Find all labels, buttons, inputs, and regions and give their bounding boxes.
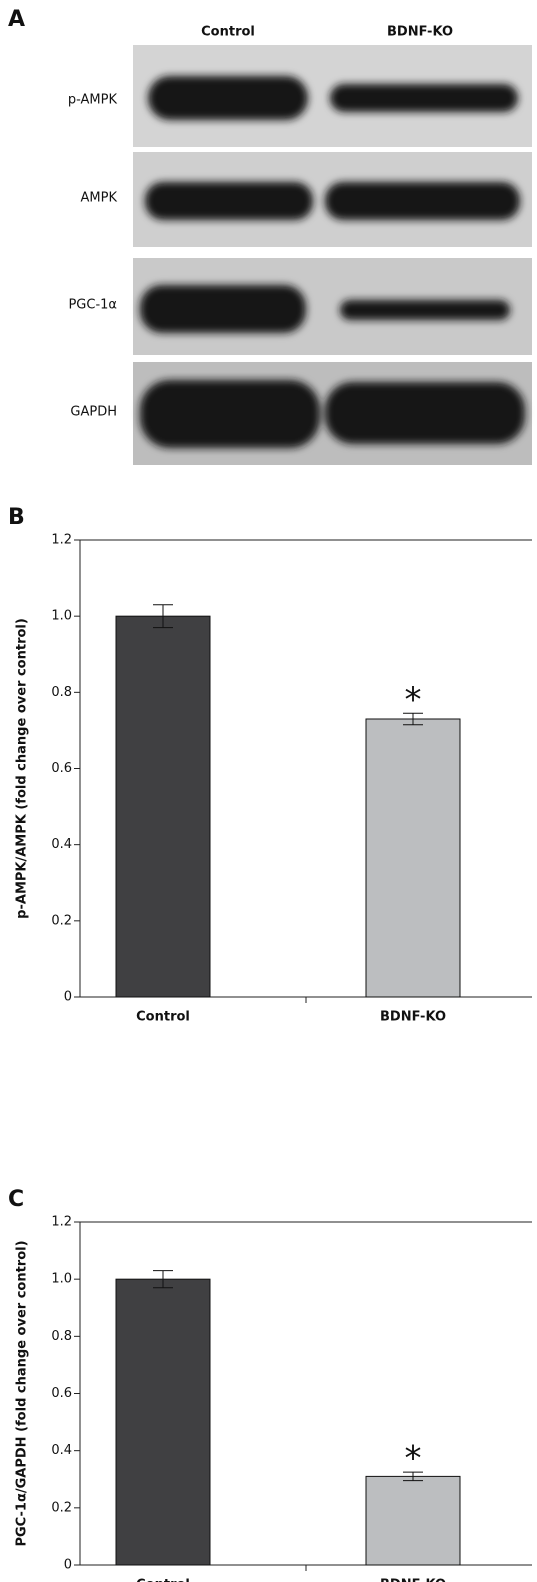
y-tick-label: 0.8 xyxy=(51,1329,72,1344)
row-label: p-AMPK xyxy=(68,93,118,108)
y-tick-label: 0 xyxy=(64,1558,72,1573)
blot xyxy=(133,45,532,465)
bar xyxy=(366,1476,460,1565)
bar xyxy=(116,1279,210,1565)
significance-mark: * xyxy=(405,1439,422,1479)
y-axis-label: PGC-1α/GAPDH (fold change over control) xyxy=(15,1240,30,1546)
panel-label: C xyxy=(8,1187,24,1212)
row-label: AMPK xyxy=(81,191,118,206)
x-tick-label: BDNF-KO xyxy=(380,1578,446,1582)
panel-label: A xyxy=(8,7,25,32)
y-tick-label: 0.2 xyxy=(51,913,72,928)
y-tick-label: 0 xyxy=(64,990,72,1005)
y-tick-label: 0.2 xyxy=(51,1500,72,1515)
y-tick-label: 0.8 xyxy=(51,685,72,700)
bar xyxy=(116,616,210,997)
bar xyxy=(366,719,460,997)
figure: A Control BDNF-KO p-AMPK AMPK PGC-1α GAP… xyxy=(0,0,537,1582)
x-tick-label: Control xyxy=(136,1578,190,1582)
column-label: Control xyxy=(201,25,255,40)
y-tick-label: 1.0 xyxy=(51,609,72,624)
panel-label: B xyxy=(8,505,25,530)
significance-mark: * xyxy=(405,680,422,720)
row-label: GAPDH xyxy=(70,405,117,420)
x-tick-label: Control xyxy=(136,1010,190,1025)
y-tick-label: 1.2 xyxy=(51,533,72,548)
y-tick-label: 1.0 xyxy=(51,1272,72,1287)
y-tick-label: 1.2 xyxy=(51,1215,72,1230)
y-tick-label: 0.4 xyxy=(51,1443,72,1458)
y-tick-label: 0.4 xyxy=(51,837,72,852)
y-tick-label: 0.6 xyxy=(51,1386,72,1401)
column-label: BDNF-KO xyxy=(387,25,453,40)
y-tick-label: 0.6 xyxy=(51,761,72,776)
y-axis-label: p-AMPK/AMPK (fold change over control) xyxy=(15,618,30,919)
row-label: PGC-1α xyxy=(68,298,117,313)
x-tick-label: BDNF-KO xyxy=(380,1010,446,1025)
